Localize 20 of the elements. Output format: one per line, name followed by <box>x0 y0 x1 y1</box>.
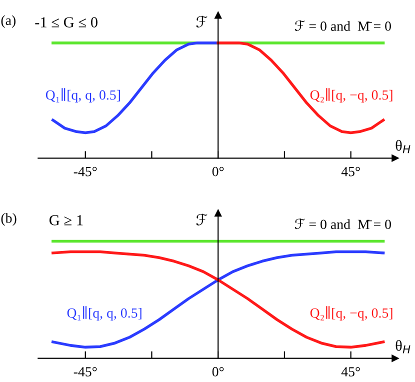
text: G ≥ 1 <box>50 215 83 226</box>
chart-title: (b) <box>1 213 16 226</box>
x-tick-label: -45° <box>74 367 97 376</box>
x-tick-label: 45° <box>341 166 360 176</box>
text: -1 ≤ G ≤ 0 <box>35 17 98 28</box>
x-tick-label: -45° <box>74 166 97 176</box>
series-label: Q₂∥[q, −q, 0.5] <box>310 306 392 321</box>
series-label: Q₁∥[q, q, 0.5] <box>67 306 142 321</box>
series-label: Q₁∥[q, q, 0.5] <box>46 88 120 103</box>
chart-title: (a) <box>1 15 16 28</box>
series-label: ℱ = 0 and M̄ = 0 <box>294 218 391 230</box>
x-tick-label: 0° <box>212 367 224 376</box>
x-tick-label: 0° <box>212 166 224 176</box>
series-label: Q₂∥[q, −q, 0.5] <box>310 88 392 103</box>
x-axis-title: θ$_{H}$ <box>396 140 410 154</box>
y-axis-title: ℱ <box>196 214 208 226</box>
x-tick-label: 45° <box>341 367 360 376</box>
series-label: ℱ = 0 and M̄ = 0 <box>294 20 391 31</box>
y-axis-title: ℱ <box>196 16 208 28</box>
x-axis-title: θ$_{H}$ <box>396 340 410 354</box>
